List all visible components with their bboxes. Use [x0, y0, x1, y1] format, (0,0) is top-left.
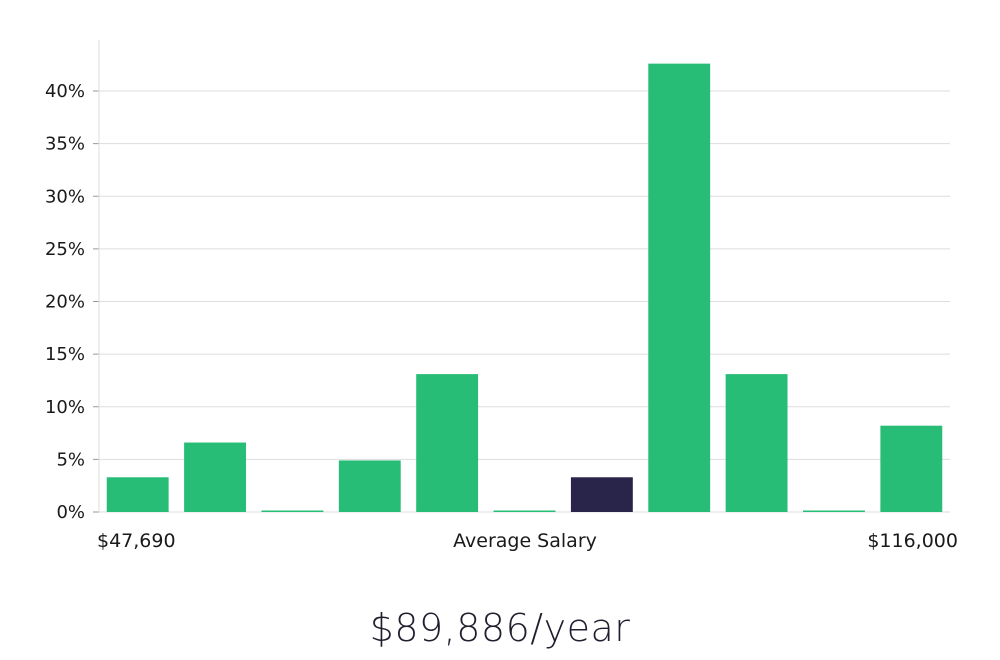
y-tick-label: 35%	[45, 134, 85, 155]
bar	[648, 63, 711, 512]
bar-highlighted	[570, 477, 633, 512]
y-tick-label: 10%	[45, 397, 85, 418]
salary-distribution-chart: 0% 5% 10% 15% 20% 25% 30% 35% 40% $47,690 Averag…	[45, 40, 958, 552]
bar	[261, 510, 324, 512]
bar	[106, 477, 169, 512]
bar	[416, 374, 479, 512]
y-tick-label: 20%	[45, 292, 85, 313]
y-tick-label: 30%	[45, 186, 85, 207]
y-tick-label: 5%	[56, 449, 85, 470]
average-salary-value: $89,886/year	[369, 606, 631, 650]
y-axis-ticks: 0% 5% 10% 15% 20% 25% 30% 35% 40%	[45, 81, 99, 523]
bar	[880, 425, 943, 512]
bar	[184, 442, 246, 512]
bar	[338, 460, 401, 512]
bar	[803, 510, 865, 512]
x-max-label: $116,000	[867, 530, 958, 552]
y-tick-label: 40%	[45, 81, 85, 102]
y-tick-label: 25%	[45, 239, 85, 260]
y-tick-label: 15%	[45, 344, 85, 365]
x-min-label: $47,690	[97, 530, 176, 552]
y-tick-label: 0%	[56, 502, 85, 523]
bars	[106, 63, 943, 512]
x-axis-title: Average Salary	[453, 530, 597, 552]
bar	[725, 374, 788, 512]
bar	[493, 510, 556, 512]
